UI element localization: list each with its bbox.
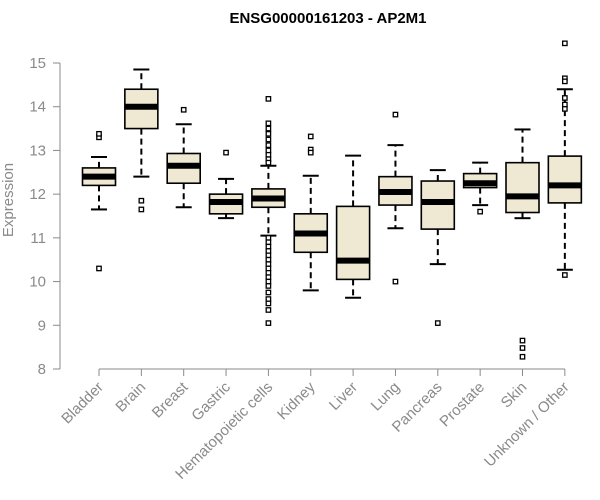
outlier-point: [562, 78, 568, 85]
outlier-point: [265, 130, 272, 137]
y-tick-label: 15: [29, 55, 46, 72]
iqr-box: [335, 205, 371, 281]
box-liver: [335, 154, 371, 299]
outlier-point: [562, 40, 568, 47]
outlier-point: [138, 197, 145, 204]
outlier-point: [265, 136, 272, 143]
box-bladder: [81, 130, 117, 272]
box-brain: [124, 68, 159, 213]
outlier-point: [265, 120, 272, 127]
y-axis-label: Expression: [0, 163, 17, 237]
iqr-box: [505, 161, 540, 214]
x-tick-label: Brain: [112, 379, 149, 416]
outlier-point: [265, 289, 272, 296]
y-tick-label: 13: [29, 142, 46, 159]
iqr-box: [420, 180, 456, 230]
outlier-point: [223, 149, 229, 156]
box-kidney: [293, 133, 329, 292]
x-tick-label: Kidney: [274, 378, 319, 423]
iqr-box: [547, 155, 583, 204]
box-pancreas: [420, 169, 456, 326]
outlier-point: [562, 106, 568, 112]
x-tick-label: Breast: [149, 378, 192, 421]
outlier-point: [265, 320, 272, 326]
outlier-point: [562, 272, 568, 278]
x-tick-label: Skin: [498, 379, 531, 412]
outlier-point: [519, 345, 526, 351]
outlier-point: [265, 283, 272, 289]
outlier-point: [265, 125, 272, 132]
box-unknown-other: [547, 40, 583, 278]
y-tick-label: 14: [29, 99, 46, 116]
x-tick-label: Lung: [368, 379, 404, 415]
outlier-point: [265, 307, 272, 313]
outlier-point: [434, 320, 441, 326]
outlier-point: [265, 142, 272, 149]
y-tick-label: 11: [30, 230, 46, 247]
outlier-point: [477, 208, 484, 215]
outlier-point: [392, 278, 399, 285]
y-tick-label: 12: [29, 186, 46, 203]
box-skin: [505, 128, 540, 360]
y-tick-label: 8: [38, 361, 46, 378]
outlier-point: [307, 133, 314, 140]
box-prostate: [462, 161, 498, 215]
outlier-point: [307, 149, 314, 156]
outlier-point: [96, 265, 102, 272]
outlier-point: [138, 206, 145, 213]
outlier-point: [265, 159, 272, 166]
y-tick-label: 9: [38, 317, 46, 334]
outlier-point: [519, 353, 526, 360]
x-tick-label: Liver: [326, 379, 361, 414]
outlier-point: [180, 106, 187, 113]
x-tick-label: Prostate: [436, 379, 488, 431]
outlier-point: [562, 95, 568, 101]
outlier-point: [96, 130, 102, 137]
box-lung: [378, 111, 413, 285]
outlier-point: [265, 300, 272, 307]
box-gastric: [208, 149, 244, 220]
y-tick-label: 10: [29, 274, 46, 291]
y-axis: 8 9 10 11 12 13 14 15: [29, 55, 61, 378]
outlier-point: [265, 95, 272, 102]
box-hematopoietic-cells: [251, 95, 286, 326]
outlier-point: [392, 111, 399, 118]
plot-area: [81, 40, 583, 360]
chart-title: ENSG00000161203 - AP2M1: [229, 10, 426, 27]
outlier-point: [519, 337, 526, 344]
box-breast: [166, 106, 201, 209]
x-tick-label: Bladder: [58, 379, 107, 428]
